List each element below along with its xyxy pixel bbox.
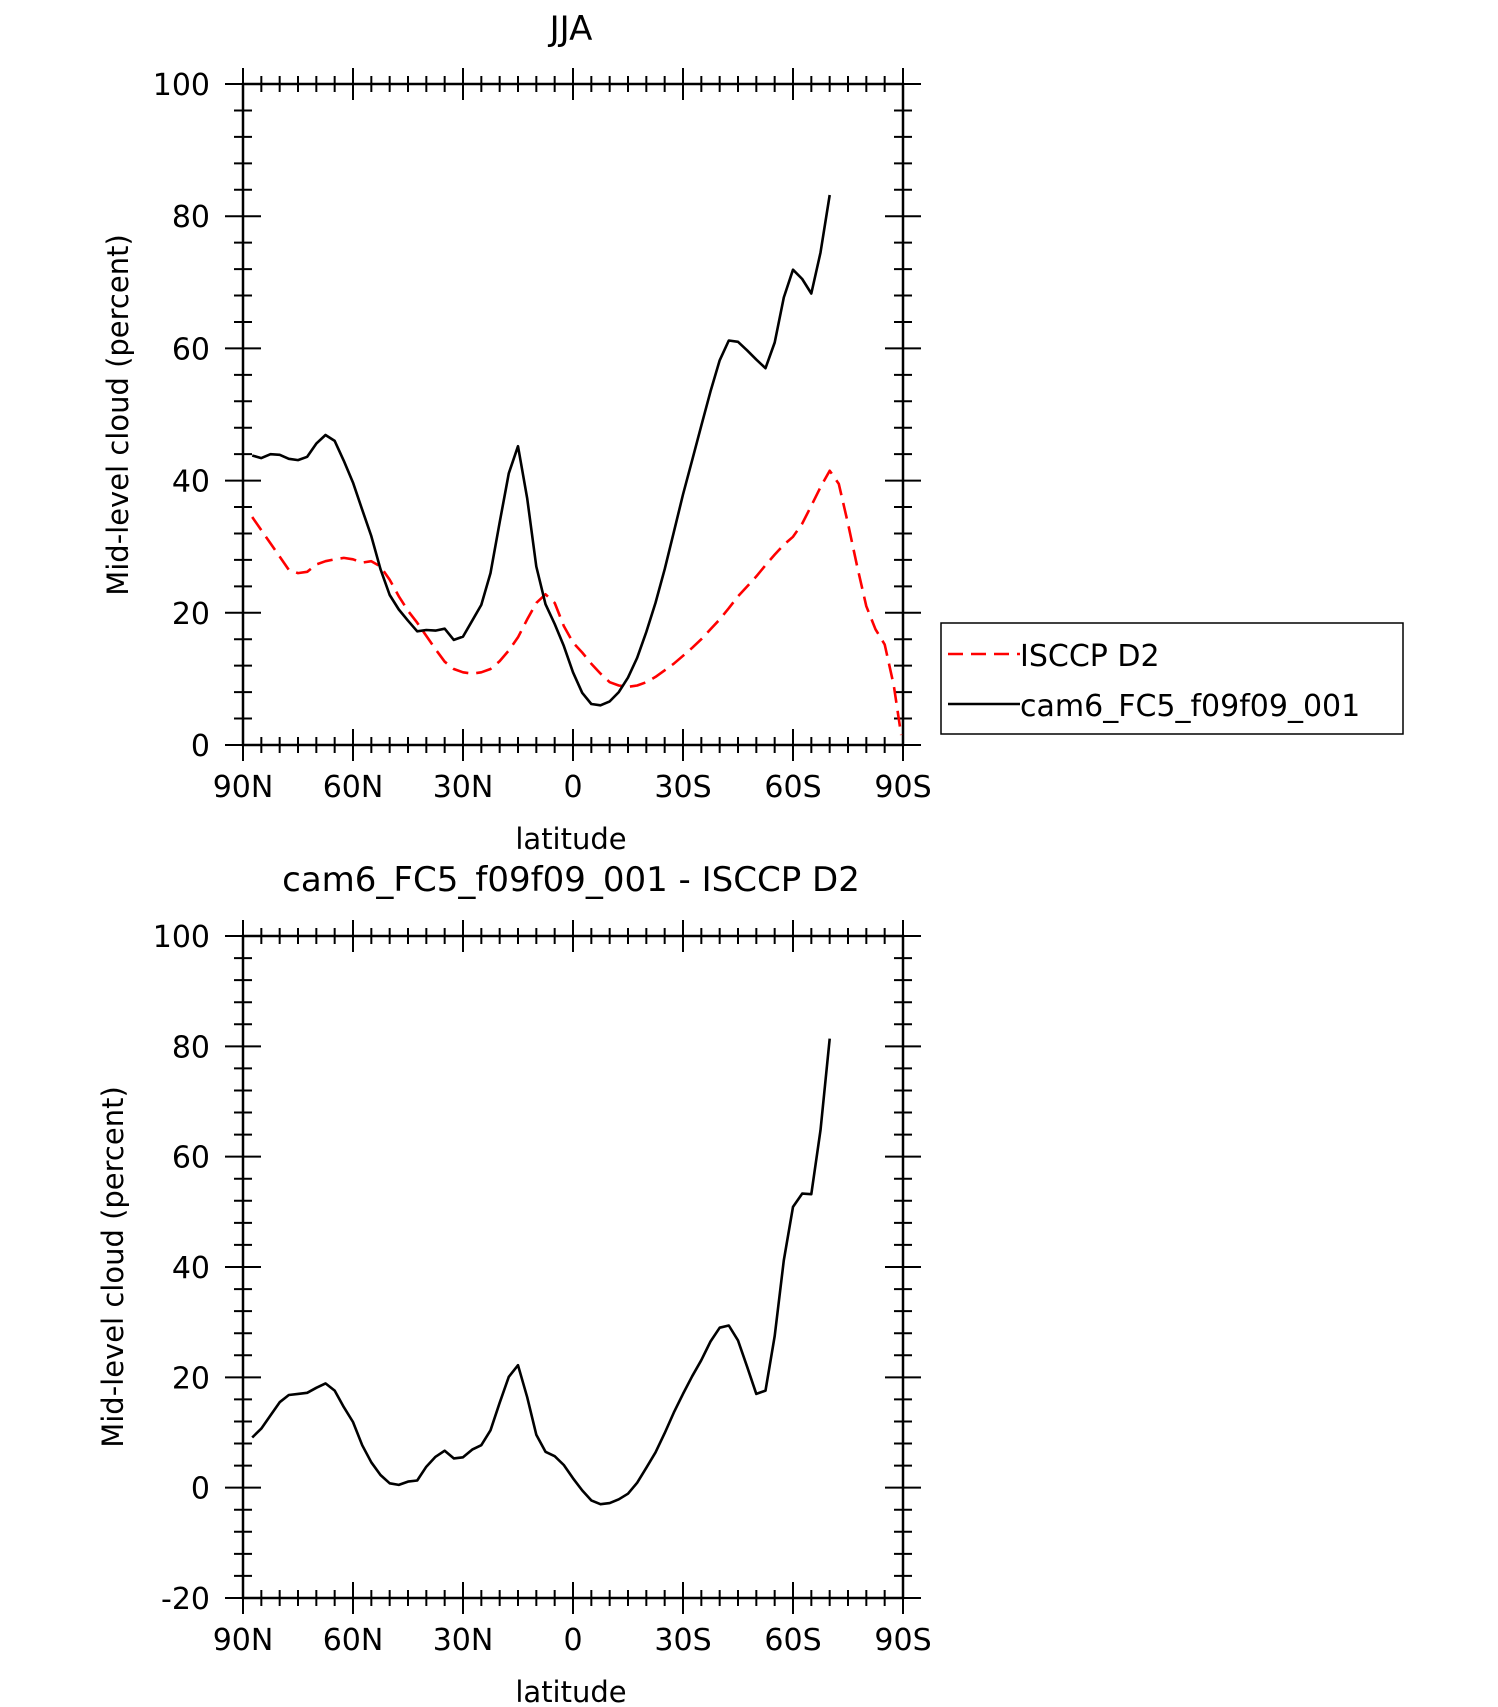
bottom-y-tick-label: -20 — [161, 1582, 210, 1617]
top-x-tick-label: 30N — [433, 770, 494, 805]
top-series-line-1 — [251, 194, 831, 707]
bottom-x-tick-label: 90N — [213, 1623, 274, 1658]
top-x-tick-label: 90S — [874, 770, 931, 805]
top-x-axis-label: latitude — [515, 822, 626, 856]
top-x-tick-label: 0 — [563, 770, 582, 805]
bottom-chart-title: cam6_FC5_f09f09_001 - ISCCP D2 — [282, 860, 860, 900]
bottom-y-tick-label: 60 — [172, 1141, 210, 1176]
top-x-tick-labels: 90N 60N 30N 0 30S 60S 90S — [213, 770, 932, 805]
legend-box — [940, 622, 1404, 735]
bottom-x-tick-labels: 90N 60N 30N 0 30S 60S 90S — [213, 1623, 932, 1658]
top-x-tick-label: 30S — [654, 770, 711, 805]
bottom-x-axis-label: latitude — [515, 1675, 626, 1707]
top-y-tick-label: 60 — [172, 332, 210, 367]
top-y-axis-label: Mid-level cloud (percent) — [101, 234, 135, 596]
bottom-chart-panel: cam6_FC5_f09f09_001 - ISCCP D2 -20 0 20 40 6… — [96, 860, 932, 1707]
top-chart-panel: JJA 0 20 40 60 80 100 90N 60N 30N 0 30S 60S 90S Mid… — [101, 9, 1404, 856]
bottom-x-tick-label: 60S — [764, 1623, 821, 1658]
top-y-tick-labels: 0 20 40 60 80 100 — [153, 68, 210, 764]
top-y-tick-label: 100 — [153, 68, 210, 103]
bottom-y-tick-label: 100 — [153, 920, 210, 955]
top-plot-frame — [241, 82, 905, 747]
top-chart-lines — [251, 194, 903, 736]
top-series-line-0 — [251, 469, 903, 736]
top-chart-ticks — [225, 68, 921, 761]
bottom-x-tick-label: 0 — [563, 1623, 582, 1658]
top-y-tick-label: 20 — [172, 597, 210, 632]
bottom-x-tick-label: 30N — [433, 1623, 494, 1658]
bottom-chart-lines — [251, 1038, 831, 1506]
top-x-tick-label: 60S — [764, 770, 821, 805]
top-x-tick-label: 90N — [213, 770, 274, 805]
bottom-y-axis-label: Mid-level cloud (percent) — [96, 1086, 130, 1448]
legend-label-isccp: ISCCP D2 — [1020, 639, 1160, 674]
legend-label-cam6: cam6_FC5_f09f09_001 — [1020, 689, 1360, 724]
bottom-y-tick-label: 0 — [191, 1472, 210, 1507]
top-chart-title: JJA — [548, 9, 593, 49]
top-y-tick-label: 80 — [172, 200, 210, 235]
bottom-y-tick-label: 20 — [172, 1361, 210, 1396]
bottom-plot-frame — [241, 934, 905, 1600]
top-y-tick-label: 0 — [191, 729, 210, 764]
top-y-tick-label: 40 — [172, 465, 210, 500]
bottom-chart-ticks — [225, 920, 921, 1614]
legend: ISCCP D2 cam6_FC5_f09f09_001 — [940, 622, 1404, 735]
bottom-x-tick-label: 90S — [874, 1623, 931, 1658]
top-x-tick-label: 60N — [323, 770, 384, 805]
bottom-y-tick-label: 80 — [172, 1030, 210, 1065]
bottom-series-line-0 — [251, 1038, 831, 1506]
bottom-x-tick-label: 30S — [654, 1623, 711, 1658]
bottom-y-tick-label: 40 — [172, 1251, 210, 1286]
bottom-y-tick-labels: -20 0 20 40 60 80 100 — [153, 920, 210, 1617]
bottom-x-tick-label: 60N — [323, 1623, 384, 1658]
